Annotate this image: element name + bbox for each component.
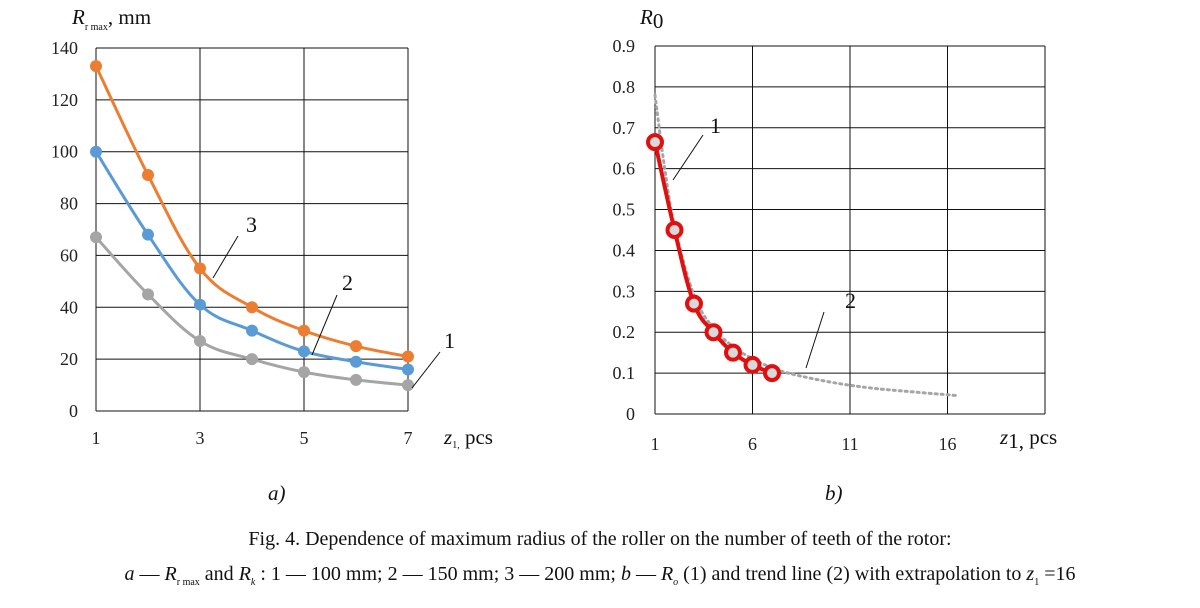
chart-a-point-series-2 [142, 228, 154, 241]
callout-line-b1 [672, 134, 704, 181]
chart-a-x-label: z1, pcs [443, 425, 493, 451]
chart-a-x-tick-label: 5 [300, 428, 309, 448]
callout-line-b2 [805, 311, 825, 369]
callout-line-1 [411, 351, 441, 389]
chart-b-point-series-1 [646, 133, 664, 152]
chart-a-point-series-1 [402, 379, 414, 392]
chart-a-point-series-1 [194, 334, 206, 347]
chart-b-series [646, 93, 959, 398]
chart-b-x-ticks: 1 6 11 16 [651, 434, 957, 454]
chart-a-y-tick-label: 40 [60, 297, 78, 317]
callout-label-2: 2 [342, 270, 353, 295]
chart-a-point-series-3 [298, 324, 310, 337]
chart-a-point-series-3 [142, 169, 154, 182]
chart-a-y-tick-label: 80 [60, 194, 78, 214]
chart-b-x-tick-label: 1 [651, 434, 660, 454]
chart-a-point-series-3 [402, 350, 414, 363]
chart-a-point-series-3 [350, 340, 362, 353]
chart-b-y-tick-label: 0.2 [613, 322, 636, 342]
chart-a-x-tick-label: 1 [92, 428, 101, 448]
chart-a-point-series-3 [246, 301, 258, 314]
chart-a-point-series-3 [194, 262, 206, 275]
chart-b-x-label: z1, pcs [999, 425, 1057, 453]
chart-a-point-series-2 [194, 298, 206, 311]
chart-a-series-line-2 [94, 150, 409, 371]
chart-b-y-tick-label: 0 [626, 404, 635, 424]
chart-b-point-series-1 [724, 343, 742, 362]
chart-a-y-ticks: 0 20 40 60 80 100 120 140 [51, 38, 78, 421]
chart-b-x-tick-label: 11 [841, 434, 858, 454]
chart-b: 00.10.20.30.40.50.60.70.80.9 1 6 11 16 1 2 … [613, 5, 1058, 505]
chart-a-point-series-3 [90, 60, 102, 73]
figure-caption-line-2: a — Rr max and Rk : 1 — 100 mm; 2 — 150 … [124, 563, 1076, 588]
chart-a-point-series-1 [246, 353, 258, 366]
chart-b-y-tick-label: 0.9 [613, 36, 636, 56]
chart-b-y-tick-label: 0.8 [613, 77, 636, 97]
callout-line-2 [311, 294, 338, 356]
chart-b-y-tick-label: 0.1 [613, 363, 636, 383]
chart-b-y-ticks: 0 0.1 0.2 0.3 0.4 0.5 0.6 0.7 0.8 0.9 [613, 36, 636, 424]
chart-b-grid [654, 45, 1046, 415]
chart-b-point-series-1 [743, 355, 762, 374]
chart-a-point-series-2 [350, 355, 362, 368]
chart-a-point-series-1 [350, 373, 362, 386]
chart-a-y-tick-label: 140 [51, 38, 78, 58]
chart-a-point-series-2 [246, 324, 258, 337]
callout-label-b2: 2 [845, 288, 856, 313]
chart-b-y-tick-label: 0.7 [613, 118, 636, 138]
chart-a-panel-label: a) [268, 481, 286, 505]
chart-a-y-tick-label: 100 [51, 142, 78, 162]
chart-a-y-label: Rr max, mm [71, 5, 151, 33]
chart-b-y-tick-label: 0.4 [613, 240, 636, 260]
chart-b-y-tick-label: 0.6 [613, 159, 636, 179]
chart-a-point-series-2 [298, 345, 310, 358]
chart-b-callouts: 1 2 [672, 113, 856, 369]
chart-a-point-series-1 [142, 288, 154, 301]
callout-line-3 [212, 235, 239, 279]
callout-label-3: 3 [246, 212, 257, 237]
chart-b-trend-line [653, 93, 959, 398]
callout-label-b1: 1 [710, 113, 721, 138]
chart-b-point-series-1 [763, 364, 781, 383]
chart-b-y-tick-label: 0.3 [613, 281, 636, 301]
chart-b-point-series-1 [704, 323, 723, 342]
chart-a-point-series-1 [298, 366, 310, 379]
chart-a-x-tick-label: 7 [404, 428, 413, 448]
chart-a-y-tick-label: 120 [51, 90, 78, 110]
chart-a-y-tick-label: 60 [60, 245, 78, 265]
callout-label-1: 1 [444, 328, 455, 353]
chart-a-x-ticks: 1 3 5 7 [92, 428, 413, 448]
chart-a: 0 20 40 60 80 100 120 140 1 3 5 7 3 2 1 Rr max, mm… [51, 5, 493, 505]
chart-a-point-series-2 [90, 145, 102, 158]
chart-b-y-label: R0 [639, 5, 663, 33]
chart-b-x-tick-label: 16 [939, 434, 957, 454]
chart-a-point-series-2 [402, 363, 414, 376]
chart-b-point-series-1 [685, 294, 703, 313]
chart-b-point-series-1 [665, 221, 684, 239]
chart-a-x-tick-label: 3 [196, 428, 205, 448]
chart-a-y-tick-label: 20 [60, 349, 78, 369]
chart-b-y-tick-label: 0.5 [613, 200, 636, 220]
chart-a-series [90, 60, 414, 392]
chart-a-y-tick-label: 0 [69, 401, 78, 421]
chart-b-x-tick-label: 6 [748, 434, 757, 454]
figure-caption-line-1: Fig. 4. Dependence of maximum radius of … [248, 528, 952, 550]
chart-b-panel-label: b) [825, 481, 843, 505]
chart-a-point-series-1 [90, 231, 102, 244]
chart-a-callouts: 3 2 1 [212, 212, 455, 389]
